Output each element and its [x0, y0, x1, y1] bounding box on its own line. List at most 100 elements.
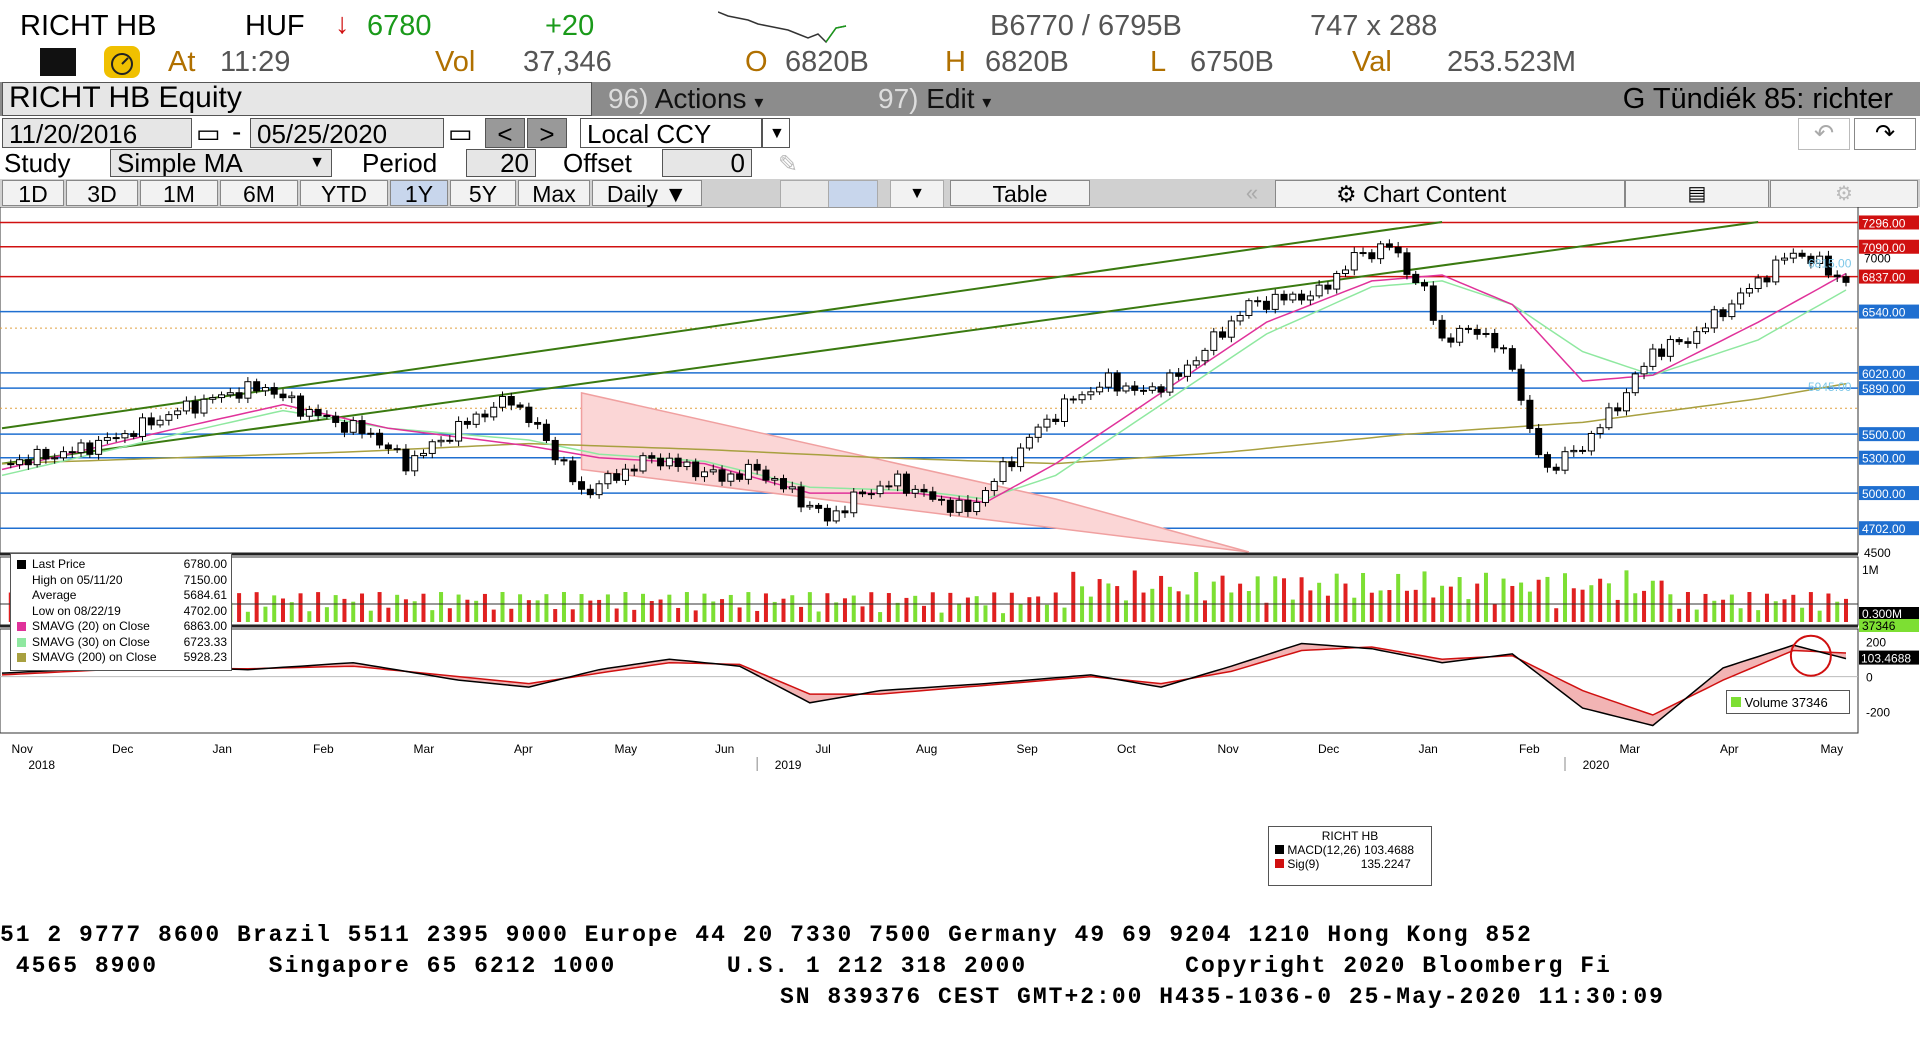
volume-bar — [1703, 593, 1708, 622]
offset-label: Offset — [563, 148, 632, 178]
macd-value-label: 103.4688 — [1861, 652, 1911, 666]
candle-body — [797, 486, 805, 508]
tab-6m[interactable]: 6M — [220, 180, 298, 207]
candle-body — [1315, 284, 1323, 297]
undo-icon[interactable]: ↶ — [1798, 118, 1850, 150]
volume-bar — [561, 592, 566, 622]
candle-body — [955, 499, 963, 513]
volume-bar — [632, 609, 637, 622]
volume-bar — [720, 599, 725, 622]
volume-legend: Volume 37346 — [1726, 690, 1850, 714]
legend-swatch — [17, 560, 26, 569]
y-tick-label: 4500 — [1864, 546, 1891, 560]
candle-body — [59, 451, 67, 459]
tab-max[interactable]: Max — [518, 180, 590, 207]
candle-body — [1254, 300, 1262, 303]
price-legend: Last Price 6780.00 High on 05/11/20 7150.00… — [10, 553, 232, 671]
chart-content-button[interactable]: ⚙ Chart Content — [1275, 180, 1625, 208]
volume-bar — [386, 607, 391, 622]
tab-1d[interactable]: 1D — [2, 180, 64, 207]
date-to-field[interactable]: 05/25/2020 — [250, 118, 444, 148]
candle-body — [1596, 427, 1604, 434]
gauge-icon[interactable] — [104, 46, 140, 78]
period-field[interactable]: 20 — [466, 149, 536, 177]
legend-row: Last Price 6780.00 — [15, 557, 227, 573]
bar-chart-icon[interactable] — [828, 180, 878, 208]
candle-body — [209, 397, 217, 400]
candle-body — [595, 483, 603, 496]
calendar-icon[interactable]: ▭ — [448, 118, 473, 148]
candle-body — [1359, 252, 1367, 255]
price-chart[interactable]: 7296.00 7090.00 6837.00 6540.00 6020.005890.… — [0, 207, 1920, 905]
candle-body — [665, 457, 673, 467]
volume-bar — [1159, 575, 1164, 622]
chevron-down-icon[interactable]: ▼ — [762, 118, 790, 148]
level-label: 5890.00 — [1862, 382, 1906, 396]
tab-daily[interactable]: Daily ▼ — [592, 180, 702, 207]
currency-mode-select[interactable]: Local CCY — [580, 118, 762, 148]
x-tick-label: May — [615, 742, 638, 756]
actions-menu[interactable]: 96) Actions ▾ — [598, 82, 830, 116]
candle-body — [859, 491, 867, 495]
calendar-icon[interactable]: ▭ — [196, 118, 221, 148]
tab-ytd[interactable]: YTD — [300, 180, 388, 207]
volume-bar — [842, 598, 847, 622]
level-label: 5000.00 — [1862, 487, 1906, 501]
tab-3d[interactable]: 3D — [66, 180, 138, 207]
gear-icon[interactable]: ⚙ — [1770, 180, 1918, 208]
candle-body — [244, 381, 252, 399]
volume-bar — [1290, 599, 1295, 622]
x-tick-label: Jun — [715, 742, 734, 756]
candle-body — [1429, 285, 1437, 321]
volume-bar — [623, 592, 628, 622]
security-field[interactable]: RICHT HB Equity — [2, 82, 592, 116]
volume-bar — [1211, 581, 1216, 622]
volume-bar — [1202, 600, 1207, 622]
edit-menu[interactable]: 97) Edit ▾ — [838, 82, 1070, 116]
legend-row: SMAVG (200) on Close 5928.23 — [15, 650, 227, 666]
candle-body — [1298, 293, 1306, 301]
volume-swatch — [1731, 697, 1741, 707]
line-chart-icon[interactable] — [780, 180, 830, 208]
volume-tag — [1859, 619, 1919, 632]
tab-1y[interactable]: 1Y — [390, 180, 448, 207]
annotate-icon[interactable]: ▤ — [1625, 180, 1769, 208]
volume-bar — [605, 594, 610, 622]
offset-field[interactable]: 0 — [662, 149, 752, 177]
volume-bar — [272, 595, 277, 622]
year-label: 2020 — [1583, 758, 1610, 772]
candle-body — [1341, 269, 1349, 275]
level-label: 7090.00 — [1862, 241, 1906, 255]
candle-body — [832, 510, 840, 522]
table-button[interactable]: Table — [950, 180, 1090, 207]
study-select[interactable]: Simple MA ▼ — [110, 149, 332, 177]
chevron-down-icon[interactable]: ▼ — [890, 180, 944, 208]
legend-swatch — [17, 622, 26, 631]
volume-bar — [1413, 589, 1418, 622]
volume-bar — [430, 610, 435, 622]
macd-panel — [0, 628, 1859, 734]
volume-bar — [1677, 608, 1682, 622]
volume-bar — [816, 611, 821, 622]
signal-value: 135.2247 — [1360, 857, 1411, 871]
tab-1m[interactable]: 1M — [140, 180, 218, 207]
candle-body — [815, 504, 823, 509]
x-tick-label: May — [1820, 742, 1843, 756]
pencil-icon[interactable]: ✎ — [778, 151, 799, 178]
volume-bar — [763, 593, 768, 622]
tab-5y[interactable]: 5Y — [450, 180, 516, 207]
candle-body — [1271, 293, 1279, 310]
legend-row: Average 5684.61 — [15, 588, 227, 604]
prev-button[interactable]: < — [485, 118, 525, 148]
date-from-field[interactable]: 11/20/2016 — [2, 118, 192, 148]
candle-body — [1675, 339, 1683, 343]
volume-bar — [1027, 597, 1032, 622]
monitor-icon[interactable] — [40, 48, 76, 76]
candle-body — [112, 437, 120, 440]
volume-bar — [1721, 599, 1726, 622]
level-tag — [1859, 239, 1919, 254]
volume-bar — [1492, 604, 1497, 622]
redo-icon[interactable]: ↷ — [1854, 118, 1916, 150]
collapse-icon[interactable]: « — [1245, 180, 1259, 205]
next-button[interactable]: > — [527, 118, 567, 148]
